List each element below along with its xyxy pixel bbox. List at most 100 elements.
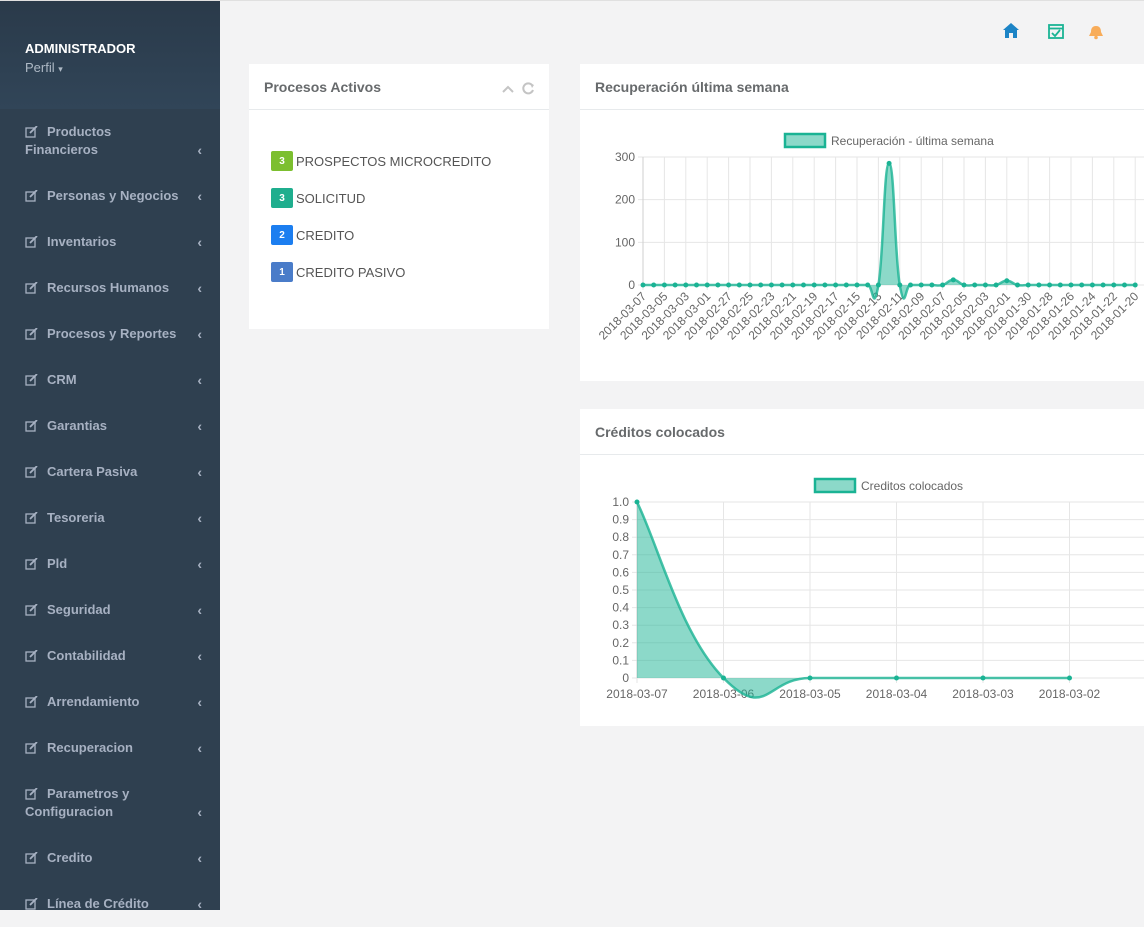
point — [972, 283, 977, 288]
menu-chevron: ‹ — [197, 325, 202, 343]
panel-tools[interactable] — [499, 80, 539, 96]
menu-chevron: ‹ — [197, 463, 202, 481]
icon-pen — [30, 420, 37, 427]
menu-chevron: ‹ — [175, 803, 202, 821]
menu-chevron: ‹ — [197, 279, 202, 297]
point — [1047, 283, 1052, 288]
menu-icon — [25, 328, 38, 340]
menu-chevron: ‹ — [197, 187, 202, 205]
menu-item[interactable]: Contabilidad ‹ — [0, 633, 220, 679]
menu-label: Cartera Pasiva — [47, 464, 137, 479]
point — [1069, 283, 1074, 288]
menu-item[interactable]: Procesos y Reportes ‹ — [0, 311, 220, 357]
menu-icon — [25, 898, 38, 910]
menu-item[interactable]: Seguridad‹ — [0, 587, 220, 633]
count-badge: 3 — [271, 151, 293, 171]
bell-icon[interactable] — [1089, 26, 1103, 39]
menu-label: Arrendamiento — [47, 694, 139, 709]
y-tick-label: 0.7 — [612, 548, 629, 562]
menu-item[interactable]: Personas y Negocios‹ — [0, 173, 220, 219]
menu-item[interactable]: Productos Financieros‹ — [0, 109, 220, 173]
y-tick-label: 0.9 — [612, 513, 629, 527]
point — [1026, 283, 1031, 288]
point — [994, 283, 999, 288]
point — [748, 283, 753, 288]
menu-chevron: ‹ — [197, 509, 202, 527]
menu-label: Credito — [47, 850, 93, 865]
y-tick-label: 0 — [622, 671, 629, 685]
menu-chevron: ‹ — [197, 417, 202, 435]
menu-icon — [25, 420, 38, 432]
point — [833, 283, 838, 288]
recovery-panel: Recuperación última semana 0100200300201… — [580, 64, 1144, 381]
menu-item[interactable]: Línea de Crédito‹ — [0, 881, 220, 927]
count-badge: 1 — [271, 262, 293, 282]
y-tick-label: 200 — [615, 193, 635, 207]
profile-text[interactable]: Perfil — [25, 60, 55, 75]
process-row: 2CREDITO — [271, 225, 354, 245]
menu-icon — [25, 282, 38, 294]
point — [1122, 283, 1127, 288]
menu-chevron: ‹ — [197, 555, 202, 573]
menu-item[interactable]: Inventarios‹ — [0, 219, 220, 265]
process-label: CREDITO PASIVO — [296, 265, 405, 280]
point — [737, 283, 742, 288]
point — [844, 283, 849, 288]
panel-title: Recuperación última semana — [580, 64, 1144, 110]
y-tick-label: 0.5 — [612, 583, 629, 597]
point — [790, 283, 795, 288]
menu-item[interactable]: Cartera Pasiva ‹ — [0, 449, 220, 495]
menu-icon — [25, 852, 38, 864]
point — [855, 283, 860, 288]
menu-item[interactable]: Pld‹ — [0, 541, 220, 587]
icon-pen — [30, 898, 37, 905]
menu-item[interactable]: Credito ‹ — [0, 835, 220, 881]
icon-pen — [30, 236, 37, 243]
process-row: 1CREDITO PASIVO — [271, 262, 405, 282]
point — [801, 283, 806, 288]
legend-swatch — [815, 479, 855, 492]
point — [981, 676, 986, 681]
menu-icon — [25, 236, 38, 248]
menu-label: Garantias — [47, 418, 107, 433]
menu-label: Contabilidad — [47, 648, 126, 663]
menu-chevron: ‹ — [197, 371, 202, 389]
menu-item[interactable]: Garantias ‹ — [0, 403, 220, 449]
home-icon[interactable] — [1003, 23, 1019, 38]
menu-item[interactable]: Tesoreria‹ — [0, 495, 220, 541]
icon-pen — [30, 374, 37, 381]
y-tick-label: 1.0 — [612, 495, 629, 509]
profile-link[interactable]: Perfil ▾ — [25, 60, 195, 75]
x-tick-label: 2018-03-02 — [1039, 687, 1101, 701]
area — [643, 163, 1135, 298]
count-badge: 3 — [271, 188, 293, 208]
point — [694, 283, 699, 288]
y-tick-label: 0.6 — [612, 565, 629, 579]
icon-pen — [30, 512, 37, 519]
menu-chevron: ‹ — [197, 647, 202, 665]
menu-chevron: ‹ — [197, 233, 202, 251]
point — [897, 283, 902, 288]
menu-label: Recursos Humanos — [47, 280, 169, 295]
menu-chevron: ‹ — [197, 849, 202, 867]
process-row: 3PROSPECTOS MICROCREDITO — [271, 151, 491, 171]
menu-icon — [25, 742, 38, 754]
menu-item[interactable]: Arrendamiento‹ — [0, 679, 220, 725]
calendar-icon[interactable] — [1049, 25, 1063, 38]
y-tick-label: 0.8 — [612, 530, 629, 544]
y-tick-label: 0.3 — [612, 618, 629, 632]
menu-item[interactable]: Recursos Humanos ‹ — [0, 265, 220, 311]
menu-item[interactable]: CRM‹ — [0, 357, 220, 403]
top-icons — [990, 19, 1120, 45]
point — [769, 283, 774, 288]
menu-icon — [25, 466, 38, 478]
legend-label: Recuperación - última semana — [831, 134, 994, 148]
menu-label: Procesos y Reportes — [47, 326, 176, 341]
menu-item[interactable]: Recuperacion‹ — [0, 725, 220, 771]
menu-item[interactable]: Parametros y Configuracion ‹ — [0, 771, 220, 835]
point — [1036, 283, 1041, 288]
menu-label: Parametros y Configuracion — [25, 786, 129, 819]
panel-title: Créditos colocados — [580, 409, 1144, 455]
legend-swatch — [785, 134, 825, 147]
